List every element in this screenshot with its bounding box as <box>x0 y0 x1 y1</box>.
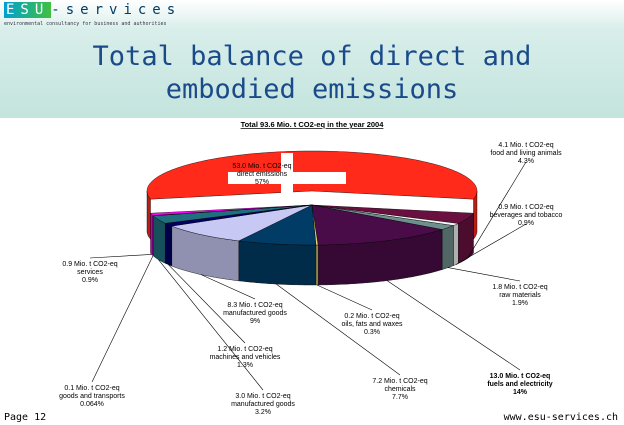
leader-line <box>316 284 373 311</box>
footer-url: www.esu-services.ch <box>503 412 618 423</box>
slice-side <box>453 223 459 266</box>
share-label: 7.7% <box>392 394 408 401</box>
slice-side <box>150 212 153 256</box>
leader-line <box>200 274 256 300</box>
share-label: 0.9% <box>518 220 534 227</box>
category-label: food and living animals <box>490 150 562 157</box>
slice-side <box>315 244 319 286</box>
category-label: beverages and tobacco <box>490 212 563 219</box>
category-label: goods and transports <box>59 393 125 400</box>
slice <box>311 204 443 246</box>
logo: ESU -services <box>4 2 181 18</box>
slice <box>311 204 474 224</box>
category-label: machines and vehicles <box>210 354 281 361</box>
slice-side <box>441 225 454 270</box>
category-label: manufactured goods <box>231 401 295 408</box>
value-label: 1.2 Mio. t CO2-eq <box>217 346 272 353</box>
slice <box>311 204 455 230</box>
category-label: direct emissions <box>237 171 288 178</box>
value-label: 7.2 Mio. t CO2-eq <box>372 378 427 385</box>
value-label: 0.9 Mio. t CO2-eq <box>62 261 117 268</box>
value-label: 3.0 Mio. t CO2-eq <box>235 393 290 400</box>
slice-side <box>238 240 317 286</box>
value-label: 0.9 Mio. t CO2-eq <box>498 204 553 211</box>
category-label: oils, fats and waxes <box>341 321 403 328</box>
slide-title: Total balance of direct and embodied emi… <box>92 41 532 105</box>
leader-line <box>386 280 521 371</box>
value-label: 53.0 Mio. t CO2-eq <box>232 163 291 170</box>
share-label: 3.2% <box>255 409 271 416</box>
share-label: 14% <box>513 389 528 396</box>
flag-cross <box>281 153 293 201</box>
leader-line <box>276 283 401 376</box>
logo-text: -services <box>51 2 182 18</box>
value-label: 4.1 Mio. t CO2-eq <box>498 142 553 149</box>
page-number: Page 12 <box>4 412 47 423</box>
leader-line <box>91 255 154 383</box>
category-label: manufactured goods <box>223 310 287 317</box>
slice-side <box>152 215 166 264</box>
slice <box>238 204 317 246</box>
share-label: 4.3% <box>518 158 534 165</box>
leader-line <box>447 267 521 282</box>
slice <box>171 204 313 242</box>
header: ESU -services environmental consultancy f… <box>0 0 624 118</box>
tagline: environmental consultancy for business a… <box>4 21 167 27</box>
value-label: 8.3 Mio. t CO2-eq <box>227 302 282 309</box>
logo-mark: ESU <box>4 2 52 18</box>
value-label: 13.0 Mio. t CO2-eq <box>490 373 551 380</box>
share-label: 57% <box>255 179 269 186</box>
slice-side <box>165 223 172 267</box>
share-label: 0.3% <box>364 329 380 336</box>
slice <box>152 204 313 224</box>
share-label: 1.9% <box>512 300 528 307</box>
chart-title: Total 93.6 Mio. t CO2-eq in the year 200… <box>241 120 385 129</box>
leader-line <box>467 161 527 259</box>
share-label: 0.064% <box>80 401 104 408</box>
leader-line <box>89 254 152 259</box>
value-label: 0.1 Mio. t CO2-eq <box>64 385 119 392</box>
value-label: 1.8 Mio. t CO2-eq <box>492 284 547 291</box>
category-label: raw materials <box>499 292 541 299</box>
leader-line <box>455 223 527 265</box>
leader-line <box>158 259 264 391</box>
category-label: fuels and electricity <box>487 381 552 388</box>
share-label: 9% <box>250 318 260 325</box>
category-label: services <box>77 269 103 276</box>
share-label: 1.3% <box>237 362 253 369</box>
slice <box>150 204 313 216</box>
value-label: 0.2 Mio. t CO2-eq <box>344 313 399 320</box>
category-label: chemicals <box>384 386 416 393</box>
share-label: 0.9% <box>82 277 98 284</box>
leader-line <box>168 264 246 344</box>
